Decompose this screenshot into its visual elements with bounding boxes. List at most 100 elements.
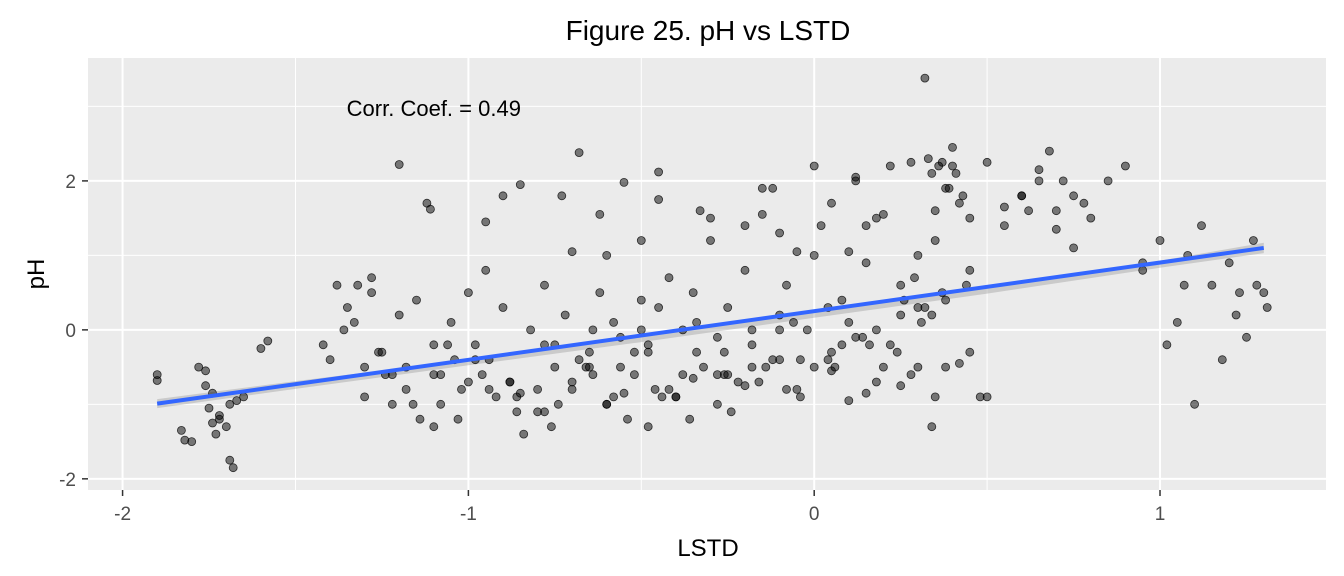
data-point [481, 217, 491, 227]
data-point [498, 303, 508, 312]
data-point [688, 373, 698, 383]
data-point [927, 310, 937, 320]
data-point [630, 370, 639, 380]
data-point [408, 399, 418, 409]
data-point [1069, 191, 1078, 201]
data-point [412, 295, 421, 305]
x-axis-title: LSTD [677, 535, 738, 562]
data-point [958, 191, 968, 201]
data-point [374, 347, 383, 357]
data-point [360, 392, 370, 402]
data-point [394, 310, 404, 320]
data-point [920, 303, 930, 312]
data-point [955, 198, 964, 208]
data-point [176, 425, 186, 435]
data-point [782, 280, 791, 290]
data-point [491, 392, 501, 402]
data-point [436, 399, 446, 409]
data-point [879, 362, 888, 372]
data-point [553, 399, 563, 409]
x-tick-label: -2 [114, 504, 131, 525]
data-point [948, 142, 957, 152]
data-point [1045, 146, 1054, 156]
data-point [740, 265, 750, 275]
data-point [913, 362, 923, 372]
data-point [695, 206, 705, 216]
data-point [906, 370, 916, 380]
data-point [827, 366, 836, 376]
data-point [201, 381, 211, 391]
data-point [892, 347, 902, 357]
data-point [930, 392, 940, 402]
data-point [515, 180, 525, 190]
data-point [349, 317, 359, 327]
data-point [965, 265, 975, 275]
data-point [713, 399, 722, 409]
data-point [619, 388, 629, 398]
data-point [872, 213, 881, 223]
data-point [809, 161, 819, 171]
data-point [325, 355, 335, 365]
data-point [232, 396, 242, 406]
data-point [650, 384, 660, 394]
data-point [616, 362, 625, 372]
plot-panel [88, 58, 1326, 490]
data-point [1034, 165, 1044, 175]
data-point [1103, 176, 1113, 186]
data-point [1162, 340, 1172, 350]
data-point [1242, 332, 1251, 342]
data-point [796, 355, 805, 365]
data-point [332, 280, 342, 290]
x-axis-ticks: -2 -1 0 1 [114, 490, 1165, 525]
data-point [885, 161, 895, 171]
data-point [723, 370, 733, 380]
data-point [619, 177, 629, 187]
data-point [194, 362, 204, 372]
data-point [367, 273, 377, 283]
data-point [844, 396, 854, 406]
data-point [927, 168, 937, 178]
data-point [1121, 161, 1130, 171]
data-point [446, 317, 456, 327]
data-point [550, 362, 560, 372]
data-point [208, 418, 217, 428]
data-point [761, 362, 771, 372]
data-point [865, 340, 874, 350]
data-point [713, 370, 722, 380]
data-point [678, 370, 688, 380]
data-point [782, 384, 791, 394]
data-point [484, 384, 494, 394]
data-point [560, 310, 570, 320]
data-point [827, 347, 836, 357]
data-point [228, 463, 238, 473]
data-point [453, 414, 463, 424]
data-point [941, 362, 950, 372]
data-point [481, 265, 491, 275]
data-point [557, 191, 567, 201]
data-point [923, 154, 933, 164]
y-axis-ticks: -2 0 2 [59, 172, 88, 491]
data-point [692, 317, 701, 327]
data-point [239, 392, 249, 402]
data-point [367, 288, 377, 298]
data-point [225, 399, 235, 409]
data-point [1155, 236, 1165, 245]
data-point [609, 392, 618, 402]
data-point [1224, 258, 1234, 268]
data-point [602, 250, 612, 260]
data-point [809, 362, 819, 372]
data-point [602, 399, 612, 409]
data-point [851, 176, 861, 186]
data-point [498, 191, 508, 201]
data-point [851, 332, 861, 342]
data-point [844, 247, 854, 257]
data-point [965, 347, 975, 357]
data-point [747, 325, 757, 335]
y-tick-label: 2 [65, 172, 76, 193]
data-point [1024, 206, 1033, 216]
y-axis-title: pH [23, 259, 50, 290]
data-point [861, 258, 871, 268]
x-tick-label: 0 [809, 504, 820, 525]
data-point [726, 407, 736, 417]
data-point [920, 73, 930, 83]
